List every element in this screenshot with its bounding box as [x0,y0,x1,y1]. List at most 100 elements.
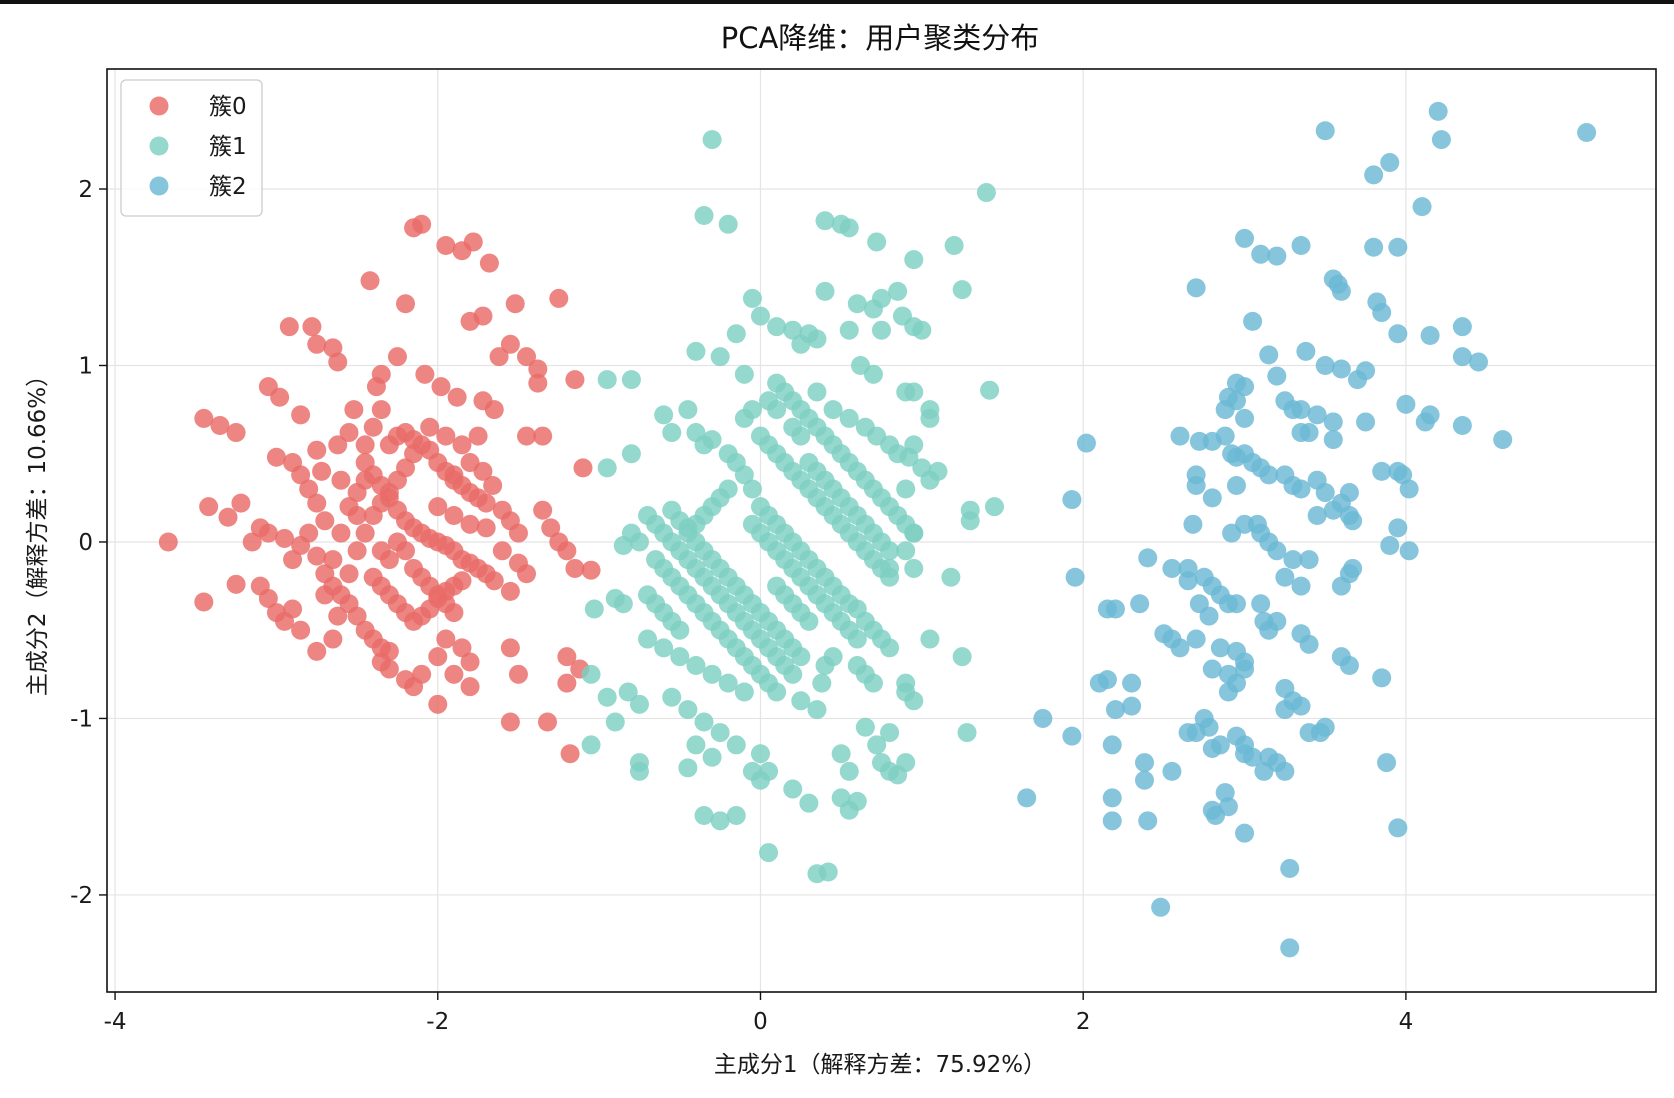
scatter-point [428,694,448,714]
scatter-point [347,606,367,626]
scatter-point [412,664,432,684]
scatter-point [629,532,649,552]
scatter-point [1291,235,1311,255]
scatter-point [283,550,303,570]
scatter-point [815,656,835,676]
scatter-point [194,592,214,612]
scatter-point [750,306,770,326]
scatter-point [1372,303,1392,323]
scatter-point [984,497,1004,517]
scatter-point [1428,101,1448,121]
scatter-point [831,744,851,764]
scatter-point [355,435,375,455]
scatter-point [613,594,633,614]
scatter-point [759,843,779,863]
scatter-point [581,664,601,684]
scatter-point [812,673,832,693]
scatter-point [270,387,290,407]
scatter-point [710,723,730,743]
scatter-point [1415,412,1435,432]
scatter-point [1388,237,1408,257]
scatter-point [686,735,706,755]
scatter-point [726,806,746,826]
scatter-point [307,334,327,354]
legend-label: 簇0 [209,94,247,120]
scatter-point [1372,461,1392,481]
scatter-point [1280,938,1300,958]
scatter-point [1267,366,1287,386]
scatter-point [387,347,407,367]
scatter-point [323,629,343,649]
scatter-point [557,673,577,693]
scatter-point [1296,341,1316,361]
scatter-point [312,461,332,481]
scatter-point [694,806,714,826]
scatter-point [767,317,787,337]
scatter-point [404,430,424,450]
scatter-point [847,791,867,811]
scatter-point [872,320,891,340]
y-axis-label: 主成分2（解释方差：10.66%） [25,364,51,696]
scatter-point [867,232,887,252]
x-tick-label: 0 [753,1009,768,1035]
scatter-point [328,606,348,626]
scatter-point [331,523,351,543]
scatter-point [654,638,674,658]
scatter-point [1178,571,1198,591]
scatter-point [1364,237,1384,257]
scatter-point [468,426,488,446]
scatter-point [1267,246,1287,266]
scatter-point [799,611,819,631]
scatter-point [1105,599,1125,619]
scatter-point [638,629,658,649]
scatter-point [734,364,754,384]
plot-frame [106,68,1657,993]
scatter-point [855,717,875,737]
scatter-point [1210,735,1230,755]
y-tick-label: 2 [78,177,93,203]
scatter-point [957,723,977,743]
scatter-point [920,470,940,490]
scatter-point [315,585,335,605]
scatter-point [1323,500,1343,520]
scatter-point [952,647,972,667]
scatter-point [807,700,827,720]
scatter-point [1280,858,1300,878]
scatter-point [323,550,343,570]
scatter-point [473,306,493,326]
legend-label: 簇2 [209,174,247,200]
scatter-point [344,400,364,420]
scatter-point [371,400,391,420]
scatter-point [1412,197,1432,217]
top-border [0,0,1674,4]
scatter-point [702,130,722,150]
scatter-point [500,638,520,658]
scatter-point [541,518,561,538]
scatter-point [1186,278,1206,298]
scatter-point [436,426,456,446]
scatter-point [1323,412,1343,432]
scatter-point [291,620,311,640]
scatter-point [355,470,375,490]
scatter-point [791,426,811,446]
scatter-point [1235,228,1255,248]
scatter-point [799,793,819,813]
scatter-point [1102,735,1122,755]
chart-title: PCA降维：用户聚类分布 [721,21,1040,55]
scatter-point [231,493,251,513]
scatter-point [791,334,811,354]
scatter-point [1275,567,1295,587]
scatter-point [1396,394,1416,414]
scatter-point [670,620,690,640]
scatter-point [428,647,448,667]
scatter-point [847,629,867,649]
series-cluster-2 [1017,101,1597,958]
scatter-point [1331,359,1351,379]
scatter-point [1291,479,1311,499]
scatter-point [896,753,916,773]
scatter-point [1210,638,1230,658]
scatter-point [557,541,577,561]
scatter-point [1254,761,1274,781]
scatter-point [759,761,779,781]
scatter-point [1186,475,1206,495]
